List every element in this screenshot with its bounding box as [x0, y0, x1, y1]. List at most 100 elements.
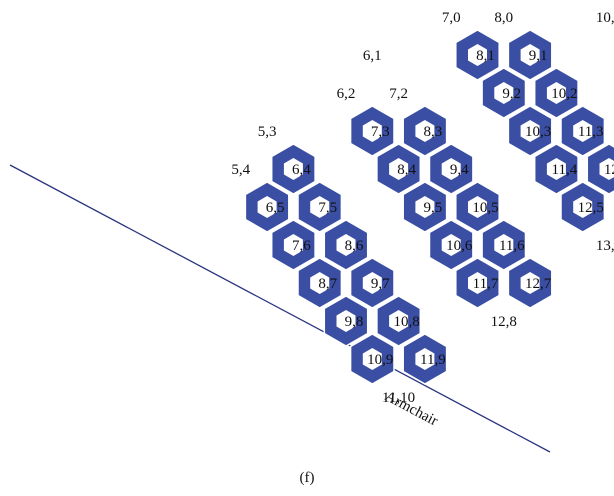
hexagon-hole	[415, 120, 435, 142]
hexagon-cell: 9,1	[507, 29, 553, 81]
hexagon-cell: 8,7	[297, 257, 343, 309]
hexagon-label: 11,7	[473, 276, 499, 292]
hexagon-label: 11,4	[552, 162, 578, 178]
unit-label: 6,1	[363, 48, 382, 64]
hexagon-label: 8,7	[318, 276, 337, 292]
hexagon-label: 9,8	[345, 314, 364, 330]
hexagon-cell: 8,4	[376, 143, 422, 195]
hexagon-cell: 11,3	[560, 105, 606, 157]
hexagon-hole	[546, 82, 566, 104]
hexagon-hole	[520, 272, 540, 294]
hexagon-hole	[362, 348, 382, 370]
hexagon-cell: 12,5	[560, 181, 606, 233]
hexagon-label: 10,6	[446, 238, 473, 254]
hexagon-hole	[389, 310, 409, 332]
unit-label: 10,0	[596, 10, 614, 26]
hexagon-hole	[494, 234, 514, 256]
hexagon-cell: 11,4	[533, 143, 579, 195]
hexagon-cell: 7,6	[270, 219, 316, 271]
hexagon-label: 10,2	[551, 86, 577, 102]
hexagon-cell: 9,7	[349, 257, 395, 309]
hexagon-cell: 11,9	[402, 333, 448, 385]
hexagon-label: 7,5	[318, 200, 337, 216]
hexagon-hole	[362, 272, 382, 294]
hexagon-label: 12,5	[578, 200, 604, 216]
hexagon-hole	[389, 158, 409, 180]
hexagon-layer: 8,19,111,112,19,210,212,213,215,27,38,31…	[244, 29, 614, 385]
unit-label: 13,6	[596, 238, 614, 254]
hexagon-label: 8,6	[345, 238, 364, 254]
hexagon-label: 11,3	[578, 124, 604, 140]
hexagon-cell: 12,4	[586, 143, 614, 195]
hexagon-hole	[257, 196, 277, 218]
hexagon-cell: 11,6	[481, 219, 527, 271]
hexagon-hole	[573, 196, 593, 218]
hexagon-cell: 6,5	[244, 181, 290, 233]
unit-label: 12,8	[491, 314, 517, 330]
hexagon-label: 6,5	[266, 200, 285, 216]
hexagon-cell: 9,5	[402, 181, 448, 233]
hexagon-cell: 10,3	[507, 105, 553, 157]
hexagon-label: 11,9	[420, 352, 446, 368]
hexagon-label: 9,4	[450, 162, 469, 178]
hexagon-label: 8,1	[476, 48, 495, 64]
hexagon-label: 10,9	[367, 352, 393, 368]
hexagon-label: 8,4	[397, 162, 416, 178]
unit-label: 5,3	[258, 124, 277, 140]
hexagon-cell: 8,1	[455, 29, 500, 81]
hexagon-hole	[362, 120, 382, 142]
hexagon-cell: 8,6	[323, 219, 369, 271]
hexagon-hole	[573, 120, 593, 142]
unit-label: 7,0	[442, 10, 461, 26]
hexagon-hole	[415, 348, 435, 370]
unit-label: 8,0	[494, 10, 513, 26]
hexagon-cell: 9,4	[428, 143, 474, 195]
hexagon-cell: 10,9	[349, 333, 395, 385]
hexagon-label: 6,4	[292, 162, 311, 178]
hexagon-label: 8,3	[424, 124, 443, 140]
hexagon-label: 11,6	[499, 238, 525, 254]
hexagon-hole	[468, 196, 487, 218]
hexagon-hole	[546, 158, 566, 180]
hexagon-cell: 9,2	[481, 67, 527, 119]
hexagon-cell: 6,4	[270, 143, 316, 195]
hexagon-cell: 7,5	[297, 181, 343, 233]
hexagon-hole	[468, 44, 487, 66]
hexagon-hole	[283, 158, 303, 180]
hexagon-label: 10,3	[525, 124, 551, 140]
hexagon-hole	[599, 158, 614, 180]
hexagon-hole	[310, 196, 330, 218]
hexagon-hole	[415, 196, 435, 218]
hexagon-cell: 10,5	[455, 181, 500, 233]
hexagon-hole	[336, 234, 356, 256]
hexagon-cell: 9,8	[323, 295, 369, 347]
hexagon-hole	[494, 82, 514, 104]
panel-label: (f)	[300, 470, 315, 486]
hexagon-hole	[520, 120, 540, 142]
hexagon-cell: 10,6	[428, 219, 474, 271]
hexagon-label: 12,7	[525, 276, 552, 292]
hexagon-cell: 7,3	[349, 105, 395, 157]
hexagon-hole	[468, 272, 487, 294]
hexagon-cell: 10,8	[376, 295, 422, 347]
hexagon-hole	[441, 158, 461, 180]
hexagon-hole	[441, 234, 461, 256]
hexagon-label: 12,4	[604, 162, 614, 178]
hexagon-hole	[520, 44, 540, 66]
hexagon-label: 9,2	[502, 86, 521, 102]
unit-label: 5,4	[231, 162, 250, 178]
hexagon-label: 10,8	[393, 314, 419, 330]
hexagon-label: 7,3	[371, 124, 390, 140]
unit-label: 6,2	[337, 86, 356, 102]
hexagon-hole	[310, 272, 330, 294]
hexagon-label: 10,5	[472, 200, 498, 216]
unit-label: 11,10	[382, 390, 415, 406]
hexagon-label: 9,5	[424, 200, 443, 216]
hexagon-hole	[283, 234, 303, 256]
hexagon-cell: 12,7	[507, 257, 553, 309]
unit-label-layer: 7,08,010,011,013,014,016,06,114,115,16,2…	[231, 10, 614, 406]
hexagon-label: 7,6	[292, 238, 311, 254]
unit-label: 7,2	[389, 86, 408, 102]
hexagon-cell: 10,2	[533, 67, 579, 119]
